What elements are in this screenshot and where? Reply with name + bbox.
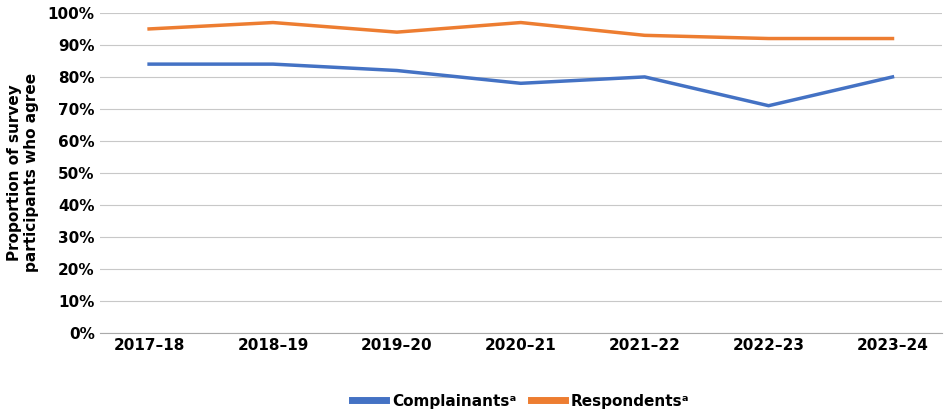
Y-axis label: Proportion of survey
participants who agree: Proportion of survey participants who ag… xyxy=(7,73,39,272)
Legend: Complainantsᵃ, Respondentsᵃ: Complainantsᵃ, Respondentsᵃ xyxy=(346,387,696,415)
